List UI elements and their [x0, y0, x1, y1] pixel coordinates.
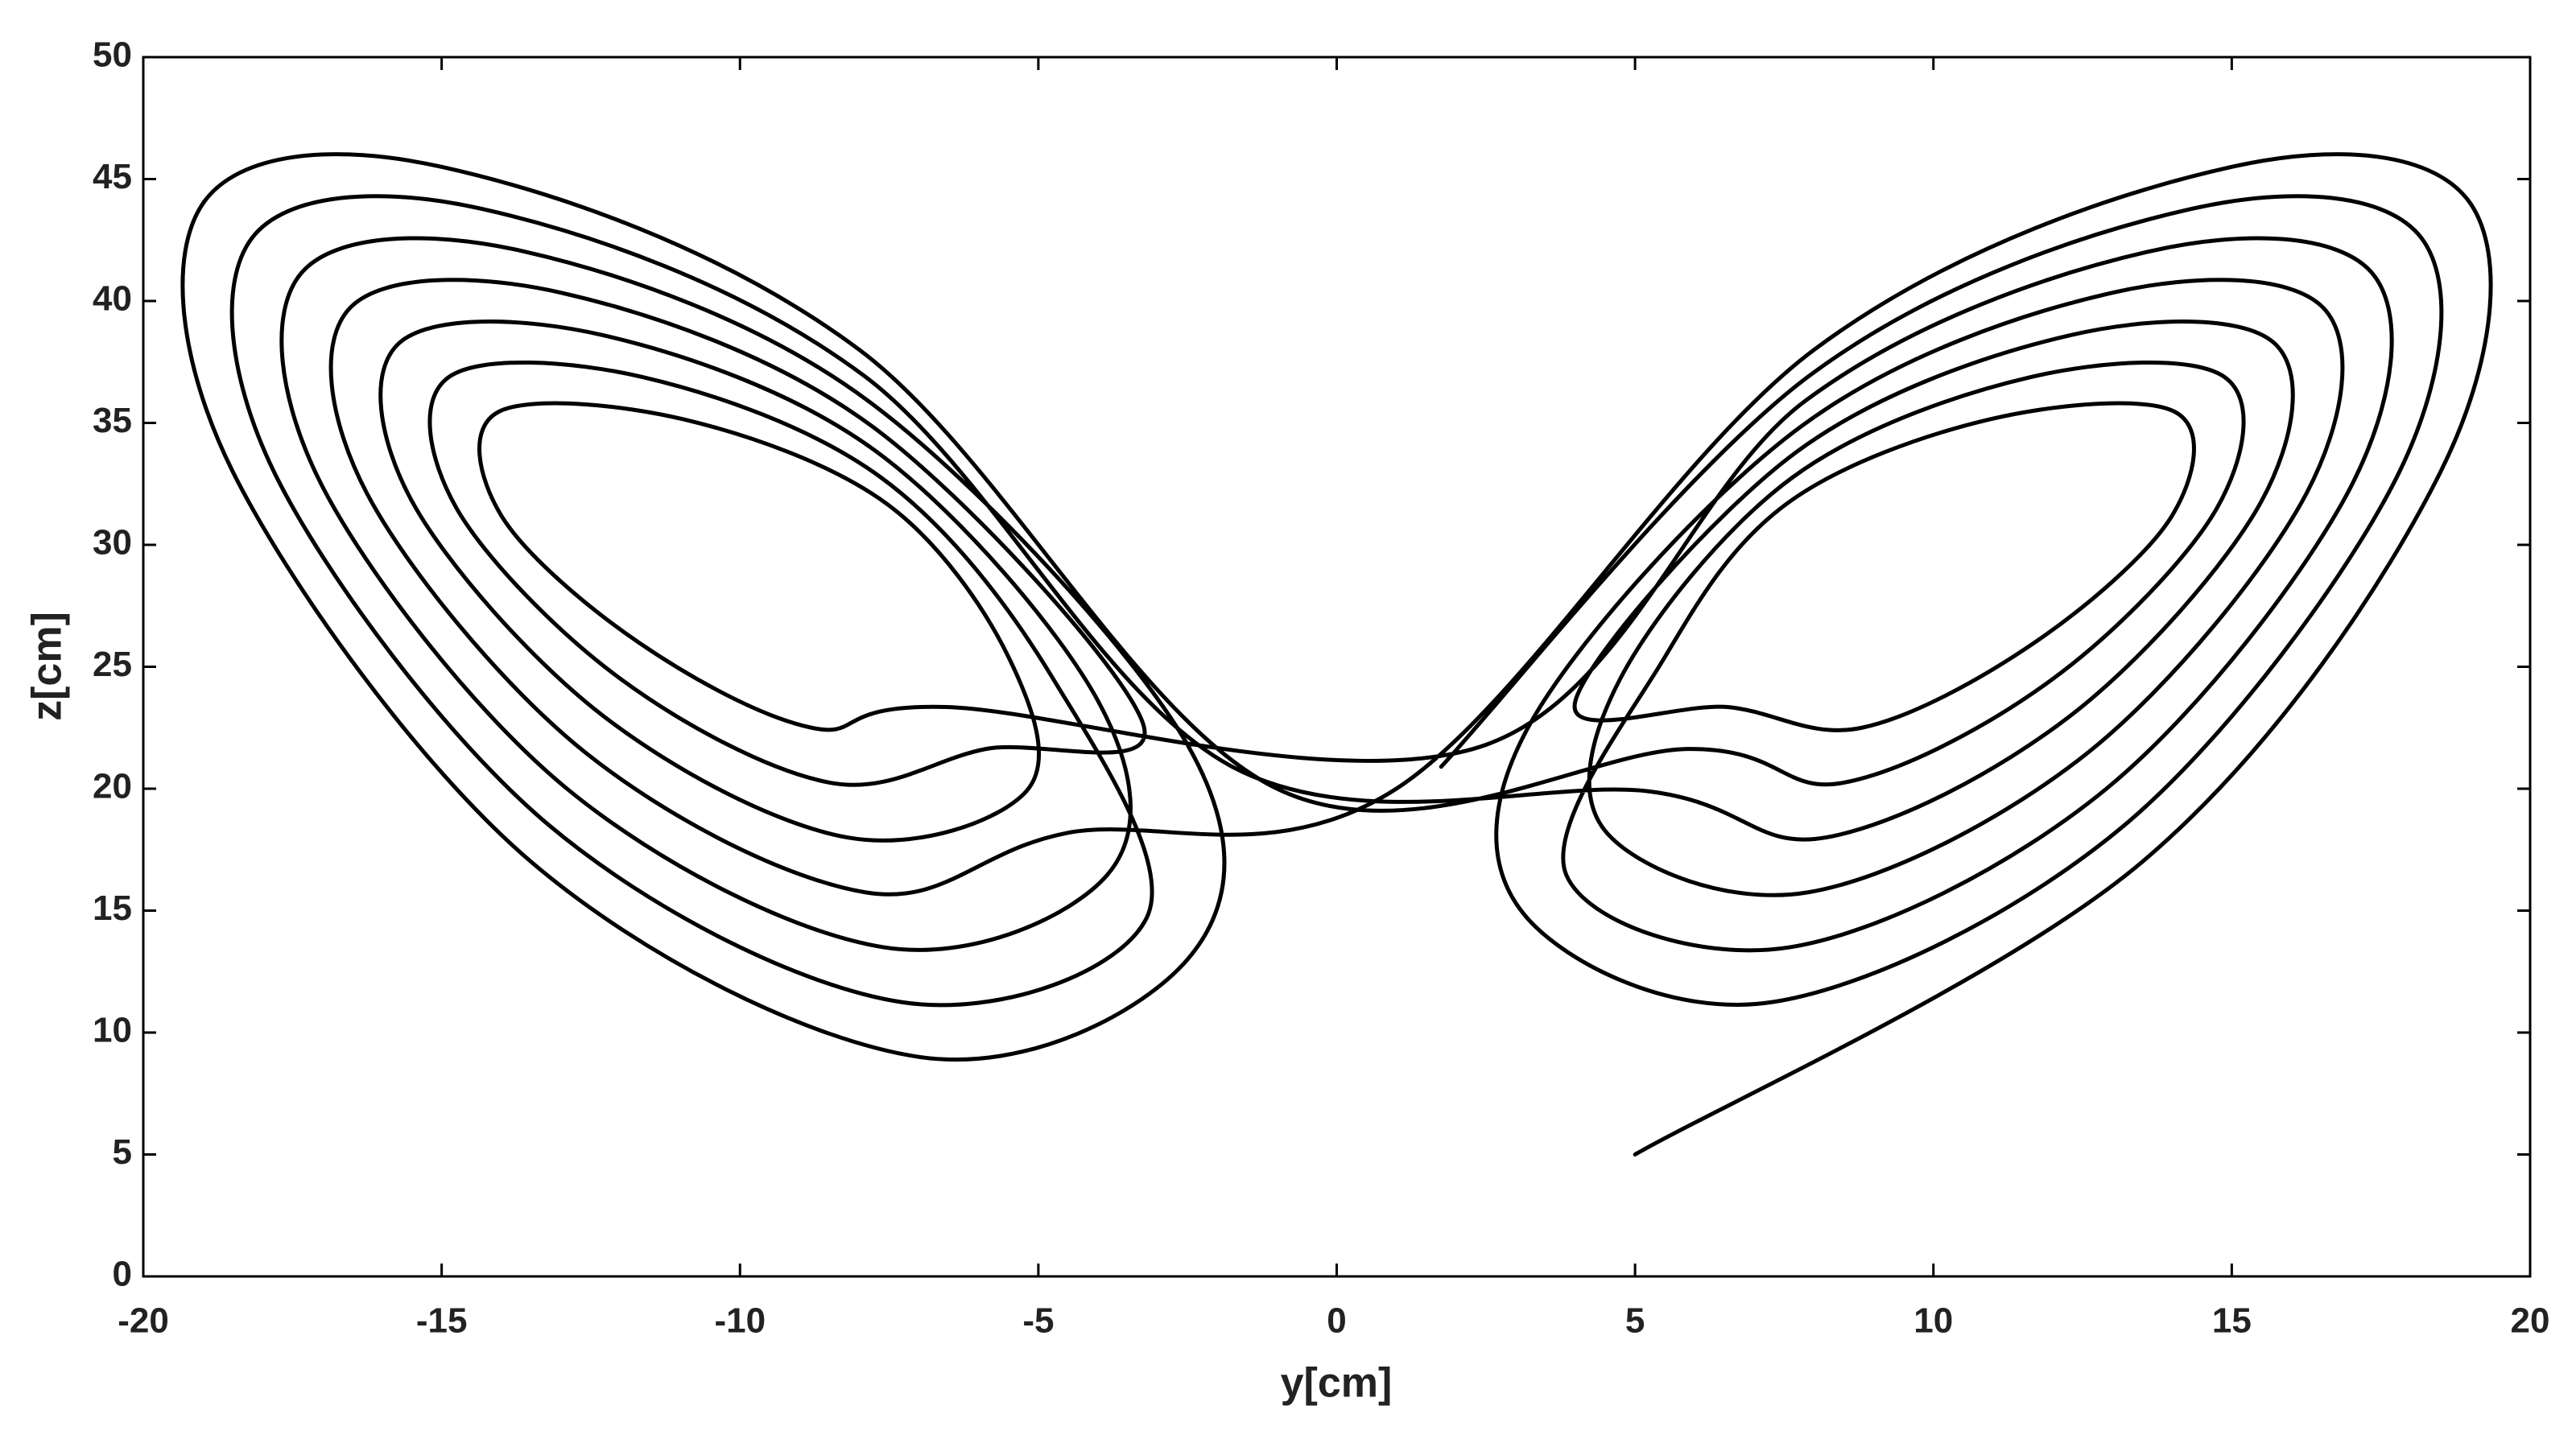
- y-tick-label: 40: [93, 279, 132, 319]
- y-tick-label: 35: [93, 401, 132, 440]
- y-tick-label: 5: [113, 1132, 132, 1172]
- y-tick-label: 30: [93, 523, 132, 563]
- y-tick-label: 45: [93, 157, 132, 196]
- x-tick-label: 20: [2511, 1301, 2550, 1341]
- y-axis-label: z[cm]: [24, 612, 71, 721]
- x-tick-label: 0: [1327, 1301, 1346, 1341]
- y-tick-label: 15: [93, 888, 132, 928]
- x-tick-label: -5: [1022, 1301, 1054, 1341]
- y-tick-label: 25: [93, 645, 132, 684]
- x-tick-label: -10: [714, 1301, 766, 1341]
- y-tick-label: 20: [93, 767, 132, 806]
- x-axis-label: y[cm]: [1281, 1360, 1393, 1407]
- x-tick-label: -15: [416, 1301, 468, 1341]
- y-tick-label: 10: [93, 1011, 132, 1050]
- x-tick-label: 10: [1913, 1301, 1953, 1341]
- trajectory: [180, 152, 2493, 1156]
- y-tick-label: 0: [113, 1255, 132, 1294]
- plot-frame: [142, 56, 2532, 1278]
- y-tick-label: 50: [93, 35, 132, 75]
- x-tick-label: 15: [2212, 1301, 2252, 1341]
- x-tick-label: -20: [118, 1301, 169, 1341]
- x-tick-label: 5: [1625, 1301, 1645, 1341]
